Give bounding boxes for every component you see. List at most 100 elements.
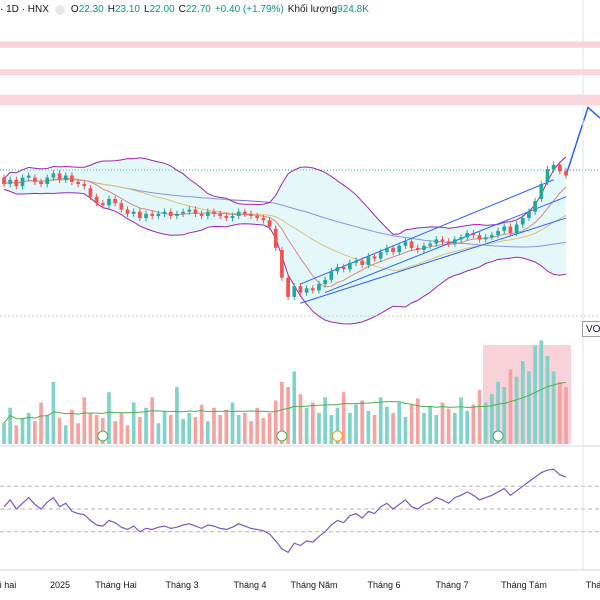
volume-bar [341, 392, 346, 444]
candle-body [335, 267, 340, 272]
volume-bar [397, 402, 402, 444]
close-value: 22.70 [185, 4, 211, 15]
candle-body [193, 209, 198, 214]
volume-bar [465, 410, 470, 444]
candle-body [508, 226, 513, 233]
volume-bar [236, 414, 241, 444]
symbol-label: · 1D · HNX [0, 4, 49, 15]
candle-body [459, 237, 463, 240]
volume-bar [459, 397, 463, 444]
volume-bar [354, 404, 358, 444]
candle-body [422, 245, 426, 251]
candle-body [415, 247, 420, 251]
volume-bar [310, 402, 315, 444]
candle-body [372, 256, 377, 259]
candle-body [496, 230, 500, 236]
volume-bar [446, 408, 451, 444]
volume-bar [409, 404, 414, 444]
candle-body [477, 235, 482, 240]
volume-bar [502, 387, 507, 444]
candle-body [267, 220, 272, 227]
candle-body [471, 232, 476, 236]
volume-indicator-tag[interactable]: VO [582, 321, 600, 337]
candlesticks [2, 161, 568, 301]
candle-body [347, 262, 352, 270]
candle-body [360, 260, 365, 265]
candle-body [168, 211, 173, 216]
candle-body [187, 209, 192, 212]
volume-ma-path [3, 382, 567, 424]
volume-bar [527, 371, 531, 444]
candle-body [8, 179, 13, 185]
candle-body [88, 188, 93, 197]
candle-body [409, 241, 414, 248]
volume-bar [150, 397, 155, 444]
volume-bar [280, 381, 284, 444]
volume-bar [267, 412, 272, 444]
candle-body [249, 213, 253, 216]
candle-body [76, 181, 80, 185]
candle-body [218, 213, 223, 216]
candle-body [273, 228, 278, 248]
volume-bar [329, 414, 334, 444]
change-value: +0.40 (+1.79%) [214, 4, 284, 15]
candle-body [107, 198, 111, 206]
candle-body [286, 277, 290, 297]
volume-bar [545, 355, 550, 444]
trend-channel [300, 106, 600, 304]
volume-bar [415, 398, 420, 444]
volume-bar [304, 407, 309, 444]
candle-body [70, 175, 74, 182]
candle-body [378, 252, 383, 259]
candle-body [181, 211, 185, 214]
channel-lower [300, 217, 567, 304]
volume-bar [434, 414, 439, 444]
candle-body [317, 284, 321, 291]
rsi-path [3, 468, 567, 554]
candle-body [119, 203, 124, 210]
rsi-levels [0, 485, 600, 533]
volume-bar [162, 410, 167, 444]
volume-bar [255, 407, 260, 444]
volume-bar [14, 425, 19, 444]
volume-bar [168, 414, 173, 444]
volume-bar [76, 423, 80, 444]
volume-bar [119, 412, 124, 444]
volume-bar [557, 381, 562, 444]
candle-body [2, 177, 6, 185]
candle-body [45, 177, 50, 185]
volume-bar [471, 404, 476, 444]
status-dot-icon [54, 5, 65, 15]
x-tick-label: Tháng 7 [435, 580, 468, 590]
candle-body [205, 211, 210, 216]
candle-body [452, 239, 457, 244]
volume-bar [187, 412, 192, 444]
candle-body [483, 237, 488, 240]
volume-bar [477, 390, 482, 444]
high-value: 23.10 [114, 4, 140, 15]
candle-body [551, 164, 556, 170]
bollinger-upper [3, 156, 567, 235]
candle-body [304, 288, 309, 293]
volume-bar [94, 414, 99, 444]
candle-body [255, 215, 260, 219]
volume-bar [243, 412, 247, 444]
candle-body [434, 239, 439, 244]
volume-bar [181, 419, 185, 444]
volume-bar [249, 421, 253, 444]
volume-bar [440, 402, 445, 444]
volume-bar [496, 381, 500, 444]
candle-body [94, 196, 99, 204]
volume-bar [230, 402, 235, 444]
volume-bar [564, 387, 568, 444]
candle-body [514, 224, 519, 233]
channel-mid [324, 196, 567, 294]
volume-bar [20, 418, 25, 444]
volume-bar [218, 414, 223, 444]
candle-body [156, 213, 161, 216]
event-markers [97, 430, 504, 442]
volume-bar [70, 409, 74, 444]
low-value: 22.00 [149, 4, 175, 15]
x-tick-label: Tháng 6 [367, 580, 400, 590]
